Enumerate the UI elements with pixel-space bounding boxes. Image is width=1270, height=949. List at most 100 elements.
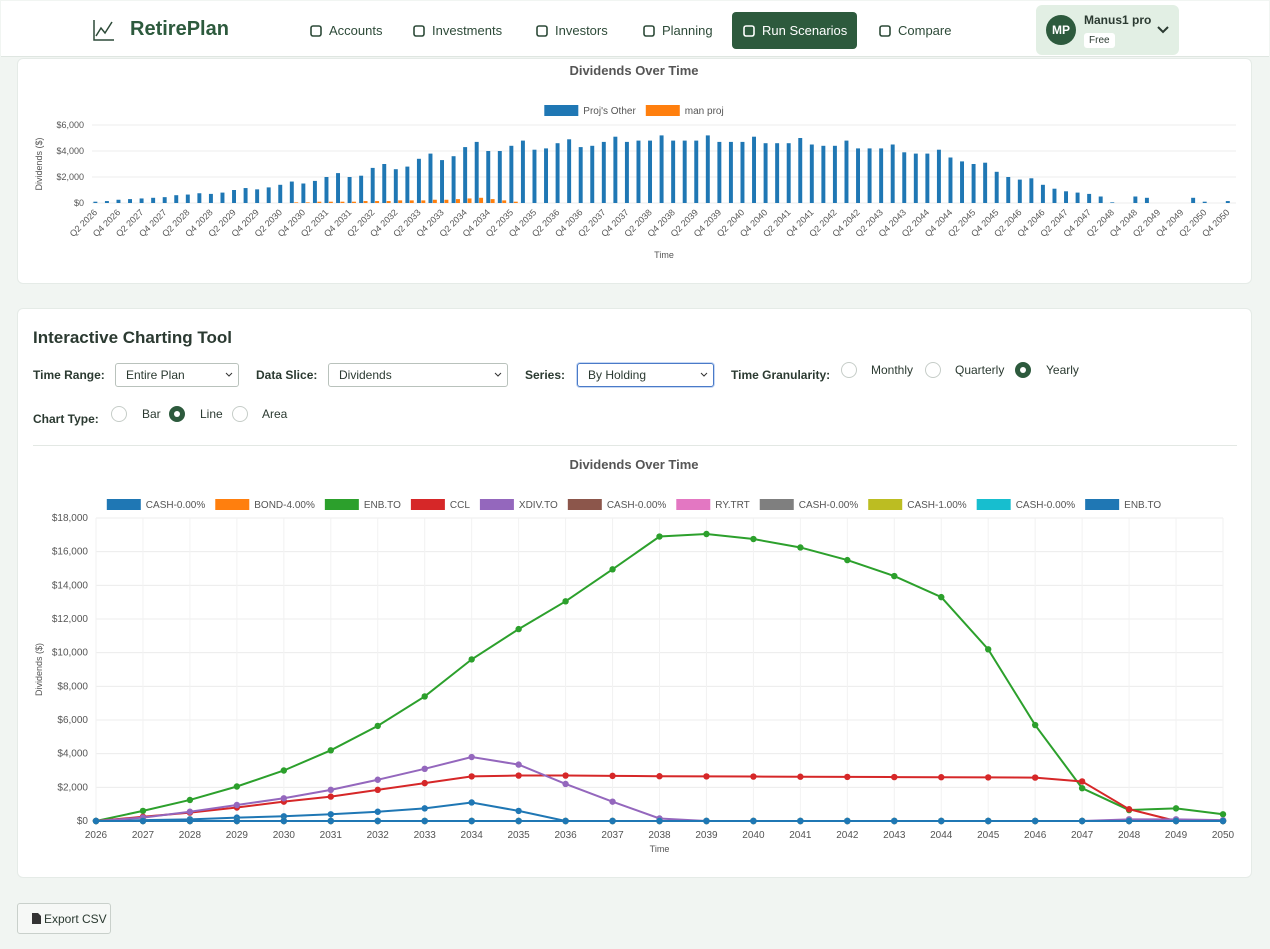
radio[interactable] xyxy=(1015,362,1031,378)
legend-label: BOND-4.00% xyxy=(254,500,315,511)
legend-swatch xyxy=(676,499,711,510)
radio[interactable] xyxy=(841,362,857,378)
bar xyxy=(960,161,965,203)
x-tick-label: 2037 xyxy=(601,830,624,841)
y-tick-label: $12,000 xyxy=(52,614,89,625)
select[interactable]: Entire Plan xyxy=(115,363,239,387)
point xyxy=(233,817,241,825)
bar xyxy=(440,160,445,203)
bar xyxy=(671,140,676,203)
point xyxy=(703,530,710,538)
radio[interactable] xyxy=(169,406,185,422)
point xyxy=(1219,817,1227,825)
x-tick-label: 2042 xyxy=(836,830,859,841)
point xyxy=(609,772,616,780)
point xyxy=(750,817,757,825)
bar xyxy=(925,153,930,203)
bar xyxy=(532,149,537,203)
nav-item[interactable]: Planning xyxy=(632,12,723,49)
label: Time Range: xyxy=(33,368,105,382)
point xyxy=(139,807,147,815)
bar xyxy=(601,141,606,203)
avatar: MP xyxy=(1046,15,1076,45)
legend-label: CASH-0.00% xyxy=(146,500,206,511)
point xyxy=(1078,817,1086,825)
bar xyxy=(359,175,364,203)
bar xyxy=(717,141,722,203)
bar xyxy=(1006,177,1011,203)
chart-card xyxy=(17,58,1252,284)
bar xyxy=(294,202,299,203)
point xyxy=(985,774,992,781)
x-tick-label: 2038 xyxy=(648,830,671,841)
nav-label: Compare xyxy=(898,23,952,38)
x-tick-label: 2045 xyxy=(977,830,1000,841)
export-button[interactable]: Export CSV xyxy=(17,903,111,934)
radio[interactable] xyxy=(111,406,127,422)
legend-swatch xyxy=(868,499,903,510)
x-tick-label: 2039 xyxy=(695,830,718,841)
bar xyxy=(994,171,999,203)
nav-icon xyxy=(536,24,548,37)
tool-title: Interactive Charting Tool xyxy=(33,328,232,347)
legend-label: CCL xyxy=(450,500,470,511)
point xyxy=(844,556,851,564)
select[interactable]: Dividends xyxy=(328,363,508,387)
point xyxy=(1078,778,1086,785)
point xyxy=(92,817,100,825)
y-tick-label: $16,000 xyxy=(52,547,89,558)
nav-label: Planning xyxy=(662,23,713,38)
x-tick-label: 2028 xyxy=(179,830,202,841)
bar xyxy=(421,200,426,203)
point xyxy=(797,544,804,551)
point xyxy=(421,693,428,700)
point xyxy=(515,625,522,633)
select[interactable]: By Holding xyxy=(577,363,714,387)
nav-item[interactable]: Run Scenarios xyxy=(732,12,858,49)
legend-label: CASH-0.00% xyxy=(799,500,859,511)
point xyxy=(562,817,569,825)
nav-item[interactable]: Compare xyxy=(868,12,961,49)
bar xyxy=(317,201,322,203)
bar xyxy=(363,201,368,203)
nav-item[interactable]: Accounts xyxy=(299,12,392,49)
radio[interactable] xyxy=(925,362,941,378)
bar xyxy=(624,141,629,203)
x-tick-label: 2048 xyxy=(1118,830,1141,841)
point xyxy=(891,817,898,825)
bar xyxy=(243,188,248,203)
select-value: Dividends xyxy=(339,368,392,382)
bar xyxy=(490,199,495,203)
brand[interactable]: RetirePlan xyxy=(130,18,229,40)
bar xyxy=(289,181,294,203)
x-tick-label: 2050 xyxy=(1212,830,1235,841)
point xyxy=(562,772,569,779)
bar xyxy=(220,192,225,203)
y-tick-label: $6,000 xyxy=(57,715,88,726)
bar xyxy=(775,143,780,203)
radio-label: Yearly xyxy=(1046,363,1079,377)
point xyxy=(891,572,898,580)
y-tick-label: $10,000 xyxy=(52,648,89,659)
bar xyxy=(255,189,260,203)
x-tick-label: 2034 xyxy=(461,830,484,841)
legend-label: CASH-1.00% xyxy=(907,500,967,511)
x-tick-label: 2036 xyxy=(554,830,577,841)
user-menu[interactable]: MP Manus1 pro Free xyxy=(1036,5,1179,55)
bar xyxy=(375,201,380,203)
point xyxy=(609,566,616,573)
x-tick-label: 2029 xyxy=(226,830,249,841)
bar xyxy=(913,153,918,203)
select-value: Entire Plan xyxy=(126,368,185,382)
bar xyxy=(467,198,472,203)
chevron xyxy=(700,372,708,377)
legend-label: CASH-0.00% xyxy=(1016,500,1076,511)
bar xyxy=(456,199,460,203)
x-tick-label: 2035 xyxy=(508,830,531,841)
bar xyxy=(502,200,507,203)
nav-item[interactable]: Investors xyxy=(525,12,618,49)
nav-item[interactable]: Investments xyxy=(402,12,512,49)
radio[interactable] xyxy=(232,406,248,422)
point xyxy=(1125,817,1133,825)
point xyxy=(280,795,288,802)
